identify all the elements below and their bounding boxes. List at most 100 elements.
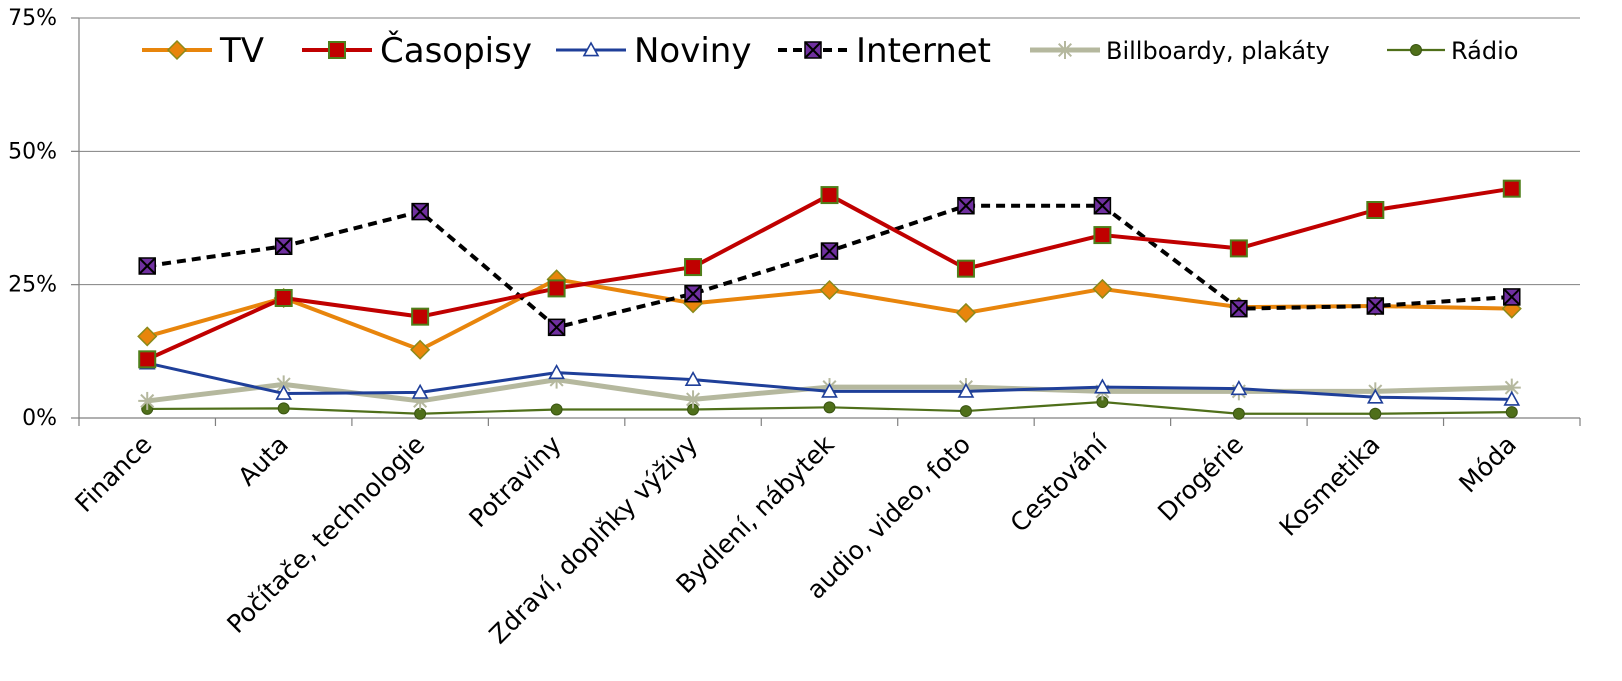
data-point-internet-9-cross-b xyxy=(1366,297,1385,315)
data-point-billboardy-1 xyxy=(274,375,293,394)
data-point-casopisy-2 xyxy=(411,307,430,326)
data-point-casopisy-10 xyxy=(1502,179,1521,198)
legend-label: TV xyxy=(219,31,264,71)
legend-item-billboardy: Billboardy, plakáty xyxy=(1030,37,1330,65)
data-point-internet-10 xyxy=(1503,288,1521,306)
y-tick-label: 50% xyxy=(8,139,57,164)
legend-item-internet: Internet xyxy=(778,31,991,71)
data-point-internet-4 xyxy=(684,284,702,303)
legend-label: Internet xyxy=(856,31,991,71)
data-point-internet-3 xyxy=(547,318,566,337)
data-point-casopisy-8 xyxy=(1229,239,1248,258)
data-point-noviny-4 xyxy=(684,370,702,387)
series-tv xyxy=(137,269,1522,360)
data-point-internet-6 xyxy=(957,196,975,215)
data-point-noviny-7 xyxy=(1094,378,1111,394)
y-tick-label: 75% xyxy=(8,6,57,31)
x-tick-label: Kosmetika xyxy=(1274,430,1386,542)
data-point-radio-1 xyxy=(277,402,290,415)
series-radio xyxy=(141,396,1518,420)
data-point-internet-4-cross-b xyxy=(684,285,702,303)
data-point-casopisy-3 xyxy=(547,279,566,298)
data-point-noviny-1 xyxy=(275,384,293,400)
data-point-internet-7 xyxy=(1093,196,1112,215)
legend: TV Časopisy Noviny Internet Billboardy, plak… xyxy=(142,30,1518,71)
x-tick-label: Drogérie xyxy=(1152,430,1249,527)
data-point-radio-5 xyxy=(823,401,836,414)
data-point-internet-1-cross-b xyxy=(274,237,293,255)
data-point-internet-0 xyxy=(138,257,156,275)
data-point-tv-5 xyxy=(819,279,840,301)
x-tick-label: Finance xyxy=(69,430,157,518)
data-point-internet-7-cross-b xyxy=(1093,197,1112,215)
legend-item-tv: TV xyxy=(142,31,264,71)
data-point-internet-2-cross-b xyxy=(411,202,429,221)
data-point-billboardy-0-stroke-d2 xyxy=(140,393,155,408)
data-point-internet-3-cross-b xyxy=(547,318,566,337)
data-point-billboardy-1-stroke-d2 xyxy=(276,377,291,392)
data-point-radio-3 xyxy=(550,403,563,416)
legend-label: Billboardy, plakáty xyxy=(1106,37,1330,65)
data-point-casopisy-0 xyxy=(138,350,157,369)
data-point-radio-9 xyxy=(1369,407,1382,420)
legend-label: Noviny xyxy=(634,31,751,71)
data-point-radio-6 xyxy=(959,405,972,418)
x-tick-label: Móda xyxy=(1453,430,1522,499)
data-point-legend-billboardy xyxy=(1056,41,1074,59)
legend-item-noviny: Noviny xyxy=(556,31,751,71)
series-line-casopisy xyxy=(146,186,1513,362)
data-point-legend-internet xyxy=(804,41,822,59)
series-casopisy xyxy=(138,179,1521,369)
data-point-internet-1 xyxy=(274,237,293,256)
legend-label: Časopisy xyxy=(380,30,532,71)
series-layer xyxy=(137,179,1522,420)
data-point-internet-0-cross-b xyxy=(138,257,156,275)
data-point-casopisy-9 xyxy=(1366,201,1385,219)
data-point-noviny-2 xyxy=(411,383,429,399)
data-point-noviny-3 xyxy=(548,364,565,380)
data-point-legend-radio xyxy=(1410,44,1422,56)
data-point-radio-10 xyxy=(1505,406,1518,419)
data-point-tv-6 xyxy=(955,302,977,323)
data-point-billboardy-4 xyxy=(684,390,703,409)
data-point-noviny-9 xyxy=(1366,388,1384,404)
data-point-billboardy-10-stroke-d2 xyxy=(1504,380,1519,395)
data-point-casopisy-6 xyxy=(956,259,975,278)
y-tick-label: 0% xyxy=(22,406,57,431)
data-point-internet-8-cross-b xyxy=(1230,299,1248,318)
data-point-legend-casopisy xyxy=(328,41,346,59)
data-point-legend-noviny xyxy=(582,41,600,57)
data-point-tv-7 xyxy=(1092,278,1113,299)
data-point-casopisy-5 xyxy=(820,186,839,205)
x-tick-label: Cestování xyxy=(1005,429,1114,538)
data-point-internet-10-cross-b xyxy=(1503,288,1521,306)
data-point-internet-8 xyxy=(1230,299,1248,318)
data-point-casopisy-1 xyxy=(274,289,293,307)
y-tick-label: 25% xyxy=(8,273,57,298)
data-point-noviny-5 xyxy=(821,382,838,398)
data-point-legend-tv xyxy=(166,39,188,61)
data-point-billboardy-0 xyxy=(138,391,157,410)
data-point-legend-internet-cross-b xyxy=(804,41,822,59)
data-point-internet-9 xyxy=(1366,297,1385,315)
data-point-billboardy-4-stroke-d2 xyxy=(686,392,701,407)
legend-item-casopisy: Časopisy xyxy=(302,30,532,71)
data-point-noviny-10 xyxy=(1503,390,1521,406)
data-point-legend-billboardy-stroke-d2 xyxy=(1057,42,1073,58)
x-tick-label: Auta xyxy=(232,430,294,492)
data-point-noviny-8 xyxy=(1230,380,1248,396)
legend-item-radio: Rádio xyxy=(1387,37,1518,65)
data-point-internet-6-cross-b xyxy=(957,197,975,215)
series-internet xyxy=(138,196,1521,337)
data-point-internet-5-cross-b xyxy=(820,242,839,260)
x-tick-label: Potraviny xyxy=(463,430,567,534)
data-point-tv-2 xyxy=(410,339,431,360)
data-point-casopisy-4 xyxy=(684,258,703,277)
data-point-internet-2 xyxy=(411,202,429,221)
data-point-internet-5 xyxy=(820,242,839,260)
data-point-casopisy-7 xyxy=(1093,226,1112,245)
data-point-radio-8 xyxy=(1232,407,1245,420)
